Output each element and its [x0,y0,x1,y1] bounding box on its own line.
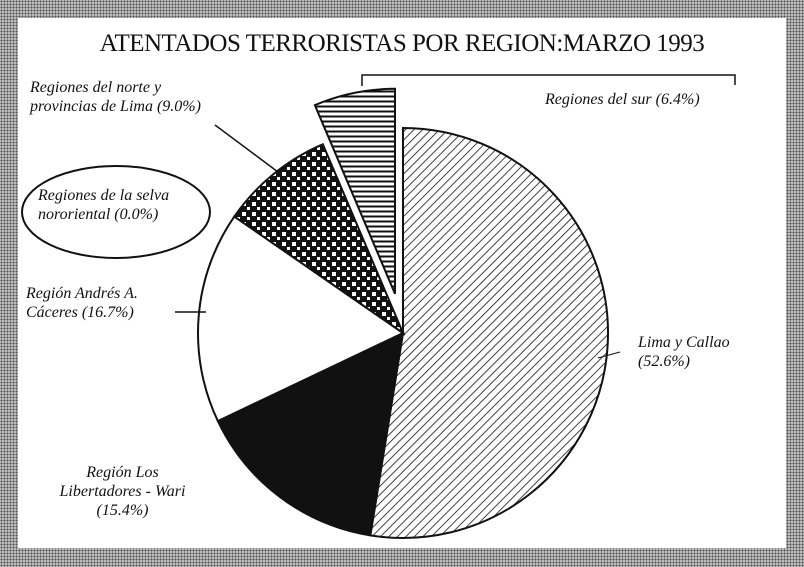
category-label: Regiones del sur [545,91,652,108]
pie-slice [216,331,405,537]
value-label: (15.4%) [96,502,149,519]
leader-line [214,124,279,173]
slice-label: Regiones de la selva nororiental (0.0%) [38,186,198,224]
slice-label: Región Los Libertadores - Wari (15.4%) [55,463,190,520]
slice-label: Región Andrés A. Cáceres (16.7%) [26,284,186,322]
pie [197,87,609,539]
category-label: Regiones de la selva nororiental [38,187,170,223]
slice-label: Lima y Callao (52.6%) [638,333,778,371]
category-label: Lima y Callao [638,334,730,351]
category-label: Región Los Libertadores - Wari [59,464,186,500]
pie-slice [232,143,406,336]
category-label: Regiones del norte y provincias de Lima [30,79,162,115]
leader-line [361,74,736,86]
value-label: (0.0%) [114,206,159,223]
slice-label: Regiones del sur (6.4%) [545,90,745,109]
leader-line [597,351,621,359]
pie-slice [197,215,405,423]
value-label: (9.0%) [156,98,201,115]
callout-ellipse [21,165,211,259]
pie-slice [369,126,609,539]
category-label: Región Andrés A. Cáceres [26,285,138,321]
pie-slice [313,87,397,295]
value-label: (16.7%) [81,304,134,321]
chart-title: ATENTADOS TERRORISTAS POR REGION:MARZO 1… [99,30,705,57]
value-label: (6.4%) [655,91,700,108]
value-label: (52.6%) [638,353,690,370]
slice-label: Regiones del norte y provincias de Lima … [30,78,210,116]
